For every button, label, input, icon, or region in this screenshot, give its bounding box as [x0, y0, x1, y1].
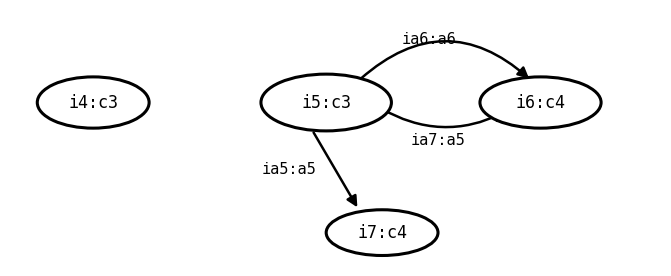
Text: ia7:a5: ia7:a5 [411, 133, 466, 148]
Text: i5:c3: i5:c3 [301, 94, 351, 112]
Text: ia6:a6: ia6:a6 [401, 32, 456, 47]
Ellipse shape [326, 210, 438, 256]
Text: i4:c3: i4:c3 [68, 94, 118, 112]
Text: i7:c4: i7:c4 [357, 224, 407, 242]
Text: i6:c4: i6:c4 [515, 94, 566, 112]
Ellipse shape [261, 74, 391, 131]
Text: ia5:a5: ia5:a5 [262, 162, 316, 177]
Ellipse shape [38, 77, 149, 128]
Ellipse shape [480, 77, 601, 128]
